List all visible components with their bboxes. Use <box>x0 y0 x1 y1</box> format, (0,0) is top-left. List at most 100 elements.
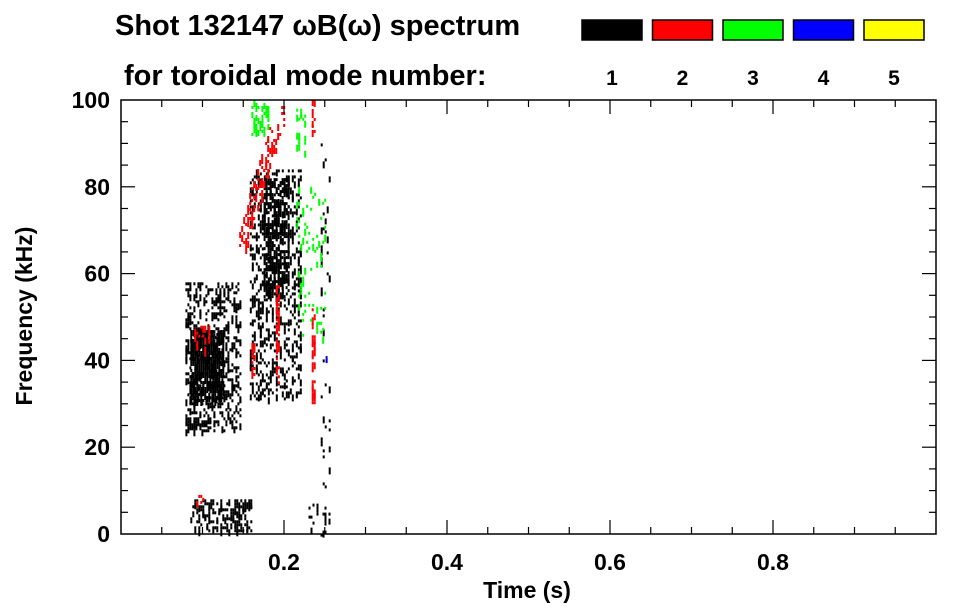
spectrum-cell-mode-1 <box>197 285 200 289</box>
spectrum-cell-mode-1 <box>192 390 195 393</box>
y-tick-label: 40 <box>84 347 110 373</box>
spectrum-cell-mode-1 <box>251 286 254 290</box>
spectrum-cell-mode-1 <box>212 526 215 534</box>
spectrum-cell-mode-1 <box>222 514 225 522</box>
spectrum-cell-mode-1 <box>206 378 209 381</box>
spectrum-cell-mode-2 <box>311 350 314 358</box>
spectrum-cell-mode-1 <box>192 345 195 348</box>
spectrogram-cells <box>185 100 331 538</box>
y-tick-label: 80 <box>84 174 110 200</box>
spectrum-cell-mode-1 <box>277 247 280 251</box>
spectrum-cell-mode-1 <box>189 417 192 425</box>
spectrum-cell-mode-1 <box>267 217 270 221</box>
spectrum-cell-mode-1 <box>195 294 198 298</box>
spectrum-cell-mode-1 <box>187 393 190 397</box>
x-tick-label: 0.8 <box>757 549 789 575</box>
spectrum-cell-mode-1 <box>211 405 214 409</box>
spectrum-cell-mode-1 <box>267 229 270 233</box>
spectrum-cell-mode-1 <box>265 337 268 341</box>
spectrum-cell-mode-1 <box>217 423 220 427</box>
spectrum-cell-mode-1 <box>196 360 199 367</box>
spectrum-cell-mode-1 <box>251 178 254 182</box>
spectrum-cell-mode-2 <box>251 226 254 229</box>
spectrum-cell-mode-1 <box>287 247 290 251</box>
spectrum-cell-mode-1 <box>287 181 290 185</box>
spectrum-cell-mode-1 <box>273 286 276 290</box>
spectrum-cell-mode-1 <box>281 169 284 173</box>
spectrum-cell-mode-1 <box>293 283 296 291</box>
spectrum-cell-mode-1 <box>253 331 256 335</box>
spectrum-cell-mode-1 <box>198 529 201 537</box>
spectrum-cell-mode-1 <box>277 184 280 188</box>
spectrum-cell-mode-1 <box>185 372 188 376</box>
spectrum-cell-mode-2 <box>311 335 314 339</box>
spectrum-cell-mode-1 <box>281 256 284 260</box>
spectrum-cell-mode-1 <box>273 223 276 227</box>
spectrum-cell-mode-1 <box>219 291 222 295</box>
spectrum-cell-mode-1 <box>253 226 256 230</box>
spectrum-cell-mode-1 <box>279 346 282 354</box>
spectrum-cell-mode-1 <box>259 226 262 234</box>
x-tick-label: 0.6 <box>594 549 626 575</box>
spectrum-cell-mode-2 <box>311 389 314 393</box>
spectrum-cell-mode-2 <box>253 205 256 212</box>
spectrum-cell-mode-1 <box>221 363 224 367</box>
spectrum-cell-mode-1 <box>255 238 258 242</box>
spectrum-cell-mode-1 <box>275 271 278 275</box>
spectrum-cell-mode-1 <box>187 423 190 427</box>
spectrum-cell-mode-1 <box>322 455 325 459</box>
spectrum-cell-mode-1 <box>291 190 294 194</box>
spectrum-cell-mode-2 <box>202 328 205 332</box>
spectrum-cell-mode-1 <box>216 520 219 524</box>
spectrum-cell-mode-1 <box>322 212 325 216</box>
spectrum-cell-mode-1 <box>221 414 224 418</box>
spectrum-cell-mode-1 <box>279 295 282 299</box>
spectrum-cell-mode-1 <box>224 526 227 530</box>
spectrum-cell-mode-1 <box>225 372 228 376</box>
spectrum-cell-mode-1 <box>187 417 190 421</box>
spectrum-cell-mode-2 <box>194 328 197 336</box>
spectrum-cell-mode-1 <box>283 262 286 270</box>
spectrum-cell-mode-1 <box>249 322 252 326</box>
spectrum-cell-mode-1 <box>277 274 280 278</box>
spectrum-cell-mode-1 <box>259 283 262 291</box>
spectrum-cell-mode-1 <box>225 357 228 361</box>
spectrum-cell-mode-1 <box>267 295 270 299</box>
spectrum-cell-mode-1 <box>187 408 190 412</box>
spectrum-cell-mode-1 <box>223 360 226 368</box>
spectrum-cell-mode-3 <box>263 103 266 106</box>
spectrum-cell-mode-3 <box>302 279 305 287</box>
spectrum-cell-mode-1 <box>225 297 228 301</box>
spectrum-cell-mode-1 <box>261 280 264 284</box>
spectrum-cell-mode-2 <box>251 211 254 214</box>
spectrum-cell-mode-1 <box>267 223 270 227</box>
spectrum-cell-mode-1 <box>204 366 207 369</box>
spectrum-cell-mode-1 <box>291 343 294 351</box>
spectrum-cell-mode-1 <box>231 321 234 325</box>
spectrum-cell-mode-1 <box>322 161 325 169</box>
spectrum-cell-mode-1 <box>223 291 226 295</box>
spectrum-cell-mode-2 <box>275 142 278 145</box>
spectrum-cell-mode-1 <box>299 364 302 372</box>
spectrum-cell-mode-1 <box>279 235 282 239</box>
spectrum-cell-mode-3 <box>257 118 260 121</box>
spectrum-cell-mode-1 <box>194 357 197 360</box>
spectrum-cell-mode-1 <box>283 322 286 326</box>
spectrum-cell-mode-1 <box>263 349 266 353</box>
spectrum-cell-mode-1 <box>273 184 276 188</box>
spectrum-cell-mode-1 <box>287 262 290 266</box>
spectrum-cell-mode-2 <box>245 241 248 244</box>
spectrum-cell-mode-1 <box>281 187 284 191</box>
spectrum-cell-mode-1 <box>220 390 223 393</box>
spectrum-cell-mode-1 <box>203 414 206 418</box>
spectrum-cell-mode-1 <box>204 357 207 360</box>
spectrum-cell-mode-1 <box>220 369 223 372</box>
spectrum-cell-mode-1 <box>202 372 205 375</box>
spectrum-cell-mode-2 <box>311 100 314 103</box>
spectrum-cell-mode-1 <box>328 467 331 475</box>
spectrum-cell-mode-1 <box>255 391 258 395</box>
spectrum-cell-mode-1 <box>324 506 327 510</box>
spectrum-cell-mode-1 <box>251 340 254 344</box>
spectrum-cell-mode-1 <box>235 309 238 313</box>
spectrum-cell-mode-2 <box>253 358 256 361</box>
